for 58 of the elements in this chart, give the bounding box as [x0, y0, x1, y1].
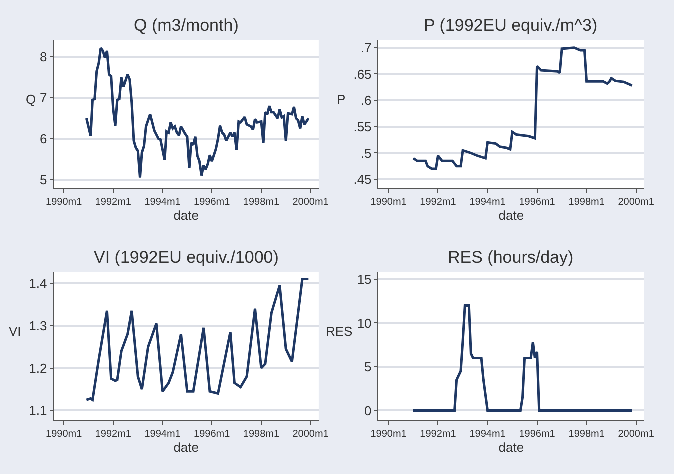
line-series — [412, 46, 634, 170]
x-tick-label: 1996m1 — [519, 429, 556, 440]
y-tick-label: 1.3 — [29, 318, 48, 334]
y-tick-label: .7 — [360, 40, 372, 56]
y-tick-label: 1.2 — [29, 360, 48, 376]
y-tick-label: 10 — [357, 316, 372, 331]
y-tick-label: 0 — [364, 403, 372, 418]
y-tick-label: .45 — [354, 172, 372, 188]
y-axis-title: P — [337, 92, 346, 107]
x-tick-label: 1996m1 — [519, 197, 556, 208]
x-tick-label: 2000m1 — [292, 197, 330, 208]
x-tick-label: 1996m1 — [194, 429, 231, 440]
line-series — [85, 46, 310, 180]
x-axis-title: date — [174, 208, 200, 223]
y-tick-label: .65 — [354, 66, 372, 82]
chart-title: VI (1992EU equiv./1000) — [94, 248, 279, 267]
chart-title: Q (m3/month) — [134, 16, 239, 35]
y-tick-label: 5 — [40, 172, 48, 188]
y-tick-label: .6 — [360, 93, 372, 108]
y-tick-label: 7 — [40, 90, 48, 106]
x-tick-label: 1990m1 — [46, 429, 83, 440]
chart-title: P (1992EU equiv./m^3) — [424, 16, 598, 35]
y-tick-label: 1.4 — [29, 276, 48, 291]
x-tick-label: 1994m1 — [470, 429, 506, 440]
x-tick-label: 2000m1 — [618, 429, 655, 440]
x-tick-label: 1994m1 — [144, 197, 182, 208]
x-tick-label: 1990m1 — [370, 429, 408, 440]
y-axis-title: Q — [26, 92, 36, 107]
y-tick-label: .5 — [360, 146, 372, 161]
x-tick-label: 1994m1 — [144, 429, 182, 440]
x-tick-label: 1998m1 — [243, 429, 280, 440]
x-tick-label: 2000m1 — [618, 197, 655, 208]
x-axis-title: date — [174, 440, 200, 455]
y-tick-label: 5 — [364, 360, 372, 375]
y-axis-title: RES — [326, 324, 354, 339]
x-tick-label: 1992m1 — [420, 197, 457, 208]
line-series — [412, 304, 634, 412]
x-axis-title: date — [498, 208, 524, 223]
x-tick-label: 1992m1 — [95, 197, 132, 208]
x-tick-label: 1990m1 — [46, 197, 83, 208]
x-tick-label: 1998m1 — [568, 197, 606, 208]
y-tick-label: .55 — [354, 119, 372, 134]
line-series — [85, 278, 310, 402]
y-tick-label: 1.1 — [29, 403, 48, 418]
x-tick-label: 2000m1 — [292, 429, 330, 440]
x-tick-label: 1996m1 — [194, 197, 231, 208]
y-axis-title: VI — [9, 324, 22, 339]
x-tick-label: 1990m1 — [370, 197, 408, 208]
x-tick-label: 1998m1 — [243, 197, 280, 208]
x-tick-label: 1994m1 — [470, 197, 506, 208]
chart-title: RES (hours/day) — [448, 248, 574, 267]
x-tick-label: 1998m1 — [568, 429, 606, 440]
y-tick-label: 8 — [40, 50, 48, 65]
x-tick-label: 1992m1 — [95, 429, 132, 440]
y-tick-label: 15 — [357, 272, 372, 287]
y-tick-label: 6 — [40, 131, 48, 146]
x-axis-title: date — [498, 440, 524, 455]
x-tick-label: 1992m1 — [420, 429, 457, 440]
